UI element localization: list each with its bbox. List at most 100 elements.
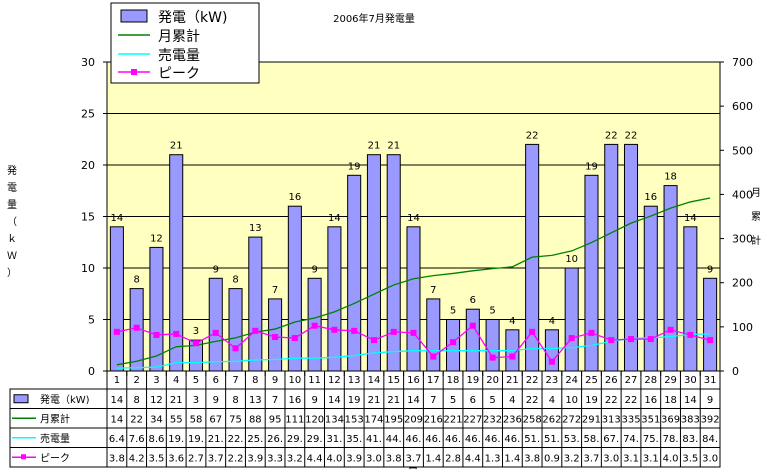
table-cell: 3.8	[386, 453, 402, 464]
table-cell: 19.	[188, 434, 204, 445]
x-tick-label: 2	[133, 375, 139, 386]
peak-marker	[588, 329, 595, 336]
bar	[228, 288, 243, 372]
bar	[109, 226, 124, 372]
table-cell: 58	[190, 414, 203, 425]
y-tick-label: 30	[81, 56, 95, 69]
x-tick-label: 8	[252, 375, 258, 386]
table-cell: 7	[272, 395, 278, 406]
y-tick-label: 25	[81, 108, 95, 121]
peak-marker	[351, 327, 358, 334]
bar	[604, 143, 619, 372]
table-cell: 3.0	[366, 453, 382, 464]
table-cell: 58.	[584, 434, 600, 445]
table-cell: 7	[430, 395, 436, 406]
table-cell: 12	[150, 395, 163, 406]
bar-data-label: 5	[450, 306, 456, 317]
y-axis-label-char: Ｗ	[7, 251, 17, 262]
bar-data-label: 9	[707, 264, 713, 275]
peak-marker	[687, 331, 694, 338]
table-cell: 53.	[564, 434, 580, 445]
table-cell: 3.7	[406, 453, 422, 464]
table-cell: 3.2	[287, 453, 303, 464]
peak-marker	[469, 322, 476, 329]
y-axis-label-char: 電	[7, 182, 17, 194]
table-cell: 6	[470, 395, 476, 406]
x-tick-label: 12	[328, 375, 341, 386]
table-cell: 44.	[386, 434, 402, 445]
table-cell: 272	[562, 414, 581, 425]
table-row-header: 発電（kW)	[40, 393, 90, 406]
table-cell: 14	[407, 395, 420, 406]
table-cell: 3.1	[643, 453, 659, 464]
table-cell: 46.	[504, 434, 520, 445]
table-cell: 13	[249, 395, 262, 406]
table-cell: 1.4	[504, 453, 520, 464]
y2-axis-label-char: 計	[751, 234, 761, 247]
table-cell: 26.	[267, 434, 283, 445]
bar	[188, 339, 204, 372]
table-cell: 174	[364, 414, 383, 425]
y2-axis-label-char: 月	[751, 187, 761, 199]
bar	[327, 226, 342, 372]
bar-data-label: 7	[430, 285, 436, 296]
x-tick-label: 14	[368, 375, 381, 386]
table-cell: 262	[542, 414, 561, 425]
x-tick-label: 3	[153, 375, 159, 386]
table-cell: 351	[641, 414, 660, 425]
table-cell: 29.	[287, 434, 303, 445]
table-cell: 2.2	[228, 453, 244, 464]
table-cell: 4.0	[663, 453, 679, 464]
y2-tick-label: 100	[732, 321, 753, 334]
table-cell: 4	[549, 395, 555, 406]
bar-data-label: 16	[644, 192, 657, 203]
y-tick-label: 10	[81, 262, 95, 275]
y2-tick-label: 200	[732, 277, 753, 290]
bar-data-label: 21	[387, 141, 400, 152]
y-axis-label-char: ）	[7, 267, 17, 279]
table-cell: 35.	[346, 434, 362, 445]
table-cell: 34	[150, 414, 163, 425]
bar-data-label: 22	[625, 130, 638, 141]
bar-data-label: 19	[585, 161, 598, 172]
bar-data-label: 21	[368, 141, 381, 152]
table-cell: 10	[565, 395, 578, 406]
bar-data-label: 22	[605, 130, 618, 141]
table-cell: 14	[111, 414, 124, 425]
table-cell: 74.	[623, 434, 639, 445]
series-line	[116, 197, 711, 366]
table-legend-key	[13, 394, 29, 404]
table-cell: 291	[582, 414, 601, 425]
bar-data-label: 13	[249, 223, 262, 234]
bar	[406, 226, 421, 372]
bar-data-label: 19	[348, 161, 361, 172]
table-cell: 21.	[208, 434, 224, 445]
y-tick-label: 5	[88, 314, 95, 327]
bar	[347, 174, 362, 372]
bar	[564, 267, 579, 372]
bar-data-label: 21	[170, 141, 183, 152]
table-cell: 75.	[643, 434, 659, 445]
table-cell: 21	[170, 395, 183, 406]
y2-tick-label: 700	[732, 56, 753, 69]
bar	[643, 205, 658, 372]
table-cell: 16	[644, 395, 657, 406]
table-cell: 236	[503, 414, 522, 425]
table-cell: 3.9	[247, 453, 263, 464]
table-cell: 3	[193, 395, 199, 406]
table-cell: 95	[269, 414, 282, 425]
table-cell: 16	[288, 395, 301, 406]
bar-data-label: 10	[565, 254, 578, 265]
table-cell: 258	[523, 414, 542, 425]
table-cell: 335	[621, 414, 640, 425]
table-cell: 22	[130, 414, 143, 425]
table-cell: 3.8	[109, 453, 125, 464]
table-legend-marker	[21, 454, 26, 460]
table-cell: 3.0	[702, 453, 718, 464]
table-cell: 19	[348, 395, 361, 406]
x-tick-label: 23	[546, 375, 559, 386]
table-cell: 22.	[228, 434, 244, 445]
x-tick-label: 16	[407, 375, 420, 386]
table-cell: 4.0	[326, 453, 342, 464]
table-cell: 9	[311, 395, 317, 406]
